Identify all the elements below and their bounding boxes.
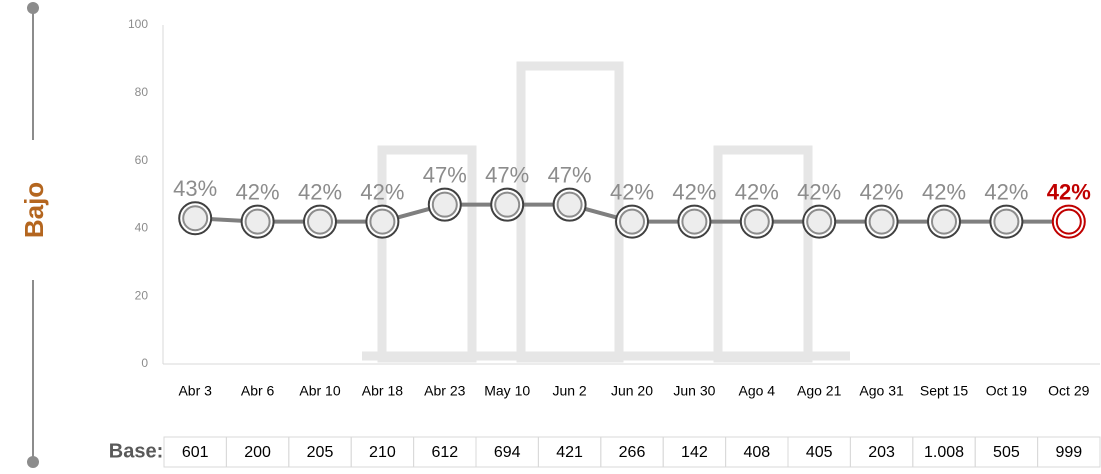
- y-tick-label: 100: [128, 17, 148, 31]
- value-label: 42%: [672, 179, 716, 204]
- marker-inner: [993, 208, 1020, 235]
- x-tick-label: Abr 18: [362, 383, 403, 399]
- value-label: 42%: [735, 179, 779, 204]
- base-value: 601: [182, 444, 209, 461]
- marker-inner: [307, 208, 333, 235]
- y-tick-label: 20: [135, 288, 149, 302]
- value-label: 47%: [485, 162, 529, 187]
- side-rule-end: [27, 2, 39, 14]
- marker-inner: [1055, 208, 1082, 235]
- x-tick-label: Jun 20: [611, 383, 653, 399]
- base-value: 612: [431, 444, 458, 461]
- x-tick-label: Sept 15: [920, 383, 968, 399]
- base-value: 205: [307, 444, 334, 461]
- marker-inner: [182, 205, 209, 232]
- base-value: 1.008: [924, 444, 964, 461]
- value-label: 42%: [236, 179, 280, 204]
- base-value: 200: [244, 444, 271, 461]
- base-value: 505: [993, 444, 1020, 461]
- x-tick-label: Ago 4: [739, 383, 776, 399]
- base-value: 203: [868, 444, 895, 461]
- x-tick-label: Oct 29: [1048, 383, 1089, 399]
- y-tick-label: 0: [141, 356, 148, 370]
- base-value: 266: [619, 444, 646, 461]
- x-tick-label: Abr 6: [241, 383, 275, 399]
- x-tick-label: Ago 21: [797, 383, 842, 399]
- x-tick-label: Abr 23: [424, 383, 465, 399]
- base-value: 210: [369, 444, 396, 461]
- value-label: 42%: [1047, 179, 1091, 204]
- y-tick-label: 80: [135, 85, 149, 99]
- x-tick-label: Jun 2: [552, 383, 586, 399]
- x-tick-label: Abr 3: [178, 383, 212, 399]
- marker-inner: [931, 208, 957, 235]
- marker-inner: [556, 191, 583, 218]
- base-value: 999: [1055, 444, 1082, 461]
- value-label: 42%: [922, 179, 966, 204]
- value-label: 42%: [860, 179, 904, 204]
- base-value: 694: [494, 444, 521, 461]
- value-label: 42%: [360, 179, 404, 204]
- x-tick-label: Jun 30: [673, 383, 715, 399]
- marker-inner: [369, 208, 396, 235]
- side-rule-end: [27, 456, 39, 468]
- marker-inner: [244, 208, 271, 235]
- y-tick-label: 60: [135, 153, 149, 167]
- x-tick-label: Oct 19: [986, 383, 1027, 399]
- base-value: 408: [743, 444, 770, 461]
- base-value: 405: [806, 444, 833, 461]
- marker-inner: [743, 208, 770, 235]
- x-tick-label: May 10: [484, 383, 530, 399]
- value-label: 47%: [423, 162, 467, 187]
- value-label: 42%: [298, 179, 342, 204]
- value-label: 43%: [173, 176, 217, 201]
- side-label-bg: [18, 140, 48, 280]
- marker-inner: [619, 208, 645, 235]
- y-tick-label: 40: [135, 221, 149, 235]
- marker-inner: [806, 208, 833, 235]
- base-cell: [1037, 436, 1101, 468]
- marker-inner: [868, 208, 895, 235]
- x-tick-label: Abr 10: [299, 383, 340, 399]
- base-value: 142: [681, 444, 708, 461]
- value-label: 42%: [610, 179, 654, 204]
- x-tick-label: Ago 31: [859, 383, 904, 399]
- side-label: Bajo: [19, 182, 49, 238]
- value-label: 42%: [797, 179, 841, 204]
- value-label: 47%: [548, 162, 592, 187]
- marker-inner: [494, 191, 521, 218]
- marker-inner: [431, 191, 458, 218]
- base-label: Base:: [109, 440, 163, 462]
- value-label: 42%: [984, 179, 1028, 204]
- marker-inner: [681, 208, 708, 235]
- base-value: 421: [556, 444, 583, 461]
